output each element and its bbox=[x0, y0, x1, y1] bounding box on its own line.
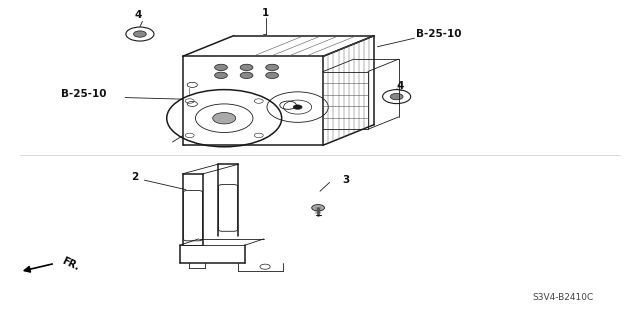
Circle shape bbox=[390, 93, 403, 100]
Circle shape bbox=[134, 31, 147, 37]
Circle shape bbox=[266, 72, 278, 78]
Text: B-25-10: B-25-10 bbox=[61, 89, 107, 100]
Text: 4: 4 bbox=[134, 10, 141, 20]
Text: 4: 4 bbox=[396, 81, 403, 92]
Circle shape bbox=[312, 204, 324, 211]
Circle shape bbox=[240, 64, 253, 70]
Text: 1: 1 bbox=[262, 8, 269, 19]
Circle shape bbox=[214, 64, 227, 70]
Circle shape bbox=[214, 72, 227, 78]
Circle shape bbox=[212, 113, 236, 124]
Circle shape bbox=[266, 64, 278, 70]
Text: S3V4-B2410C: S3V4-B2410C bbox=[532, 293, 593, 302]
Text: B-25-10: B-25-10 bbox=[416, 29, 461, 39]
Text: 3: 3 bbox=[342, 175, 349, 185]
Circle shape bbox=[240, 72, 253, 78]
Text: 2: 2 bbox=[131, 172, 138, 182]
Circle shape bbox=[293, 105, 302, 109]
Text: FR.: FR. bbox=[60, 256, 81, 273]
